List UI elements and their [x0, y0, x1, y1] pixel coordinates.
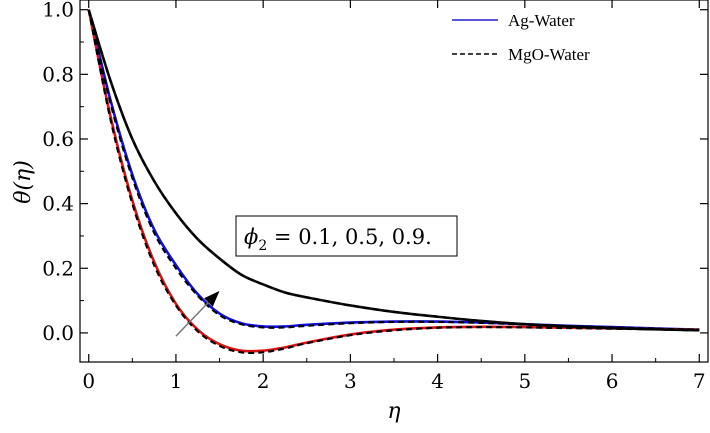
y-tick-label: 0.8: [42, 62, 74, 86]
x-tick-label: 3: [344, 369, 357, 393]
annotation-phi: ϕ: [244, 225, 258, 249]
x-axis-label: η: [387, 399, 400, 424]
x-tick-label: 6: [606, 369, 619, 393]
y-tick-label: 0.0: [42, 321, 74, 345]
annotation-arrow-line: [175, 301, 209, 337]
x-tick-label: 7: [693, 369, 706, 393]
phi2-annotation: ϕ2 = 0.1, 0.5, 0.9.: [175, 215, 458, 337]
x-tick-label: 0: [82, 369, 95, 393]
annotation-subscript: 2: [258, 238, 267, 254]
series-phi2-0-5-mgo-water-line: [87, 9, 700, 355]
y-tick-label: 0.4: [42, 192, 74, 216]
y-tick-label: 0.6: [42, 127, 74, 151]
legend-label-ag-water: Ag-Water: [508, 11, 575, 30]
annotation-arrow-head: [204, 290, 220, 307]
x-tick-label: 5: [518, 369, 531, 393]
series-phi2-0-5-ag-water-line: [87, 9, 700, 353]
annotation-values: = 0.1, 0.5, 0.9.: [267, 225, 432, 249]
series-phi2-0-9-mgo-water-line: [87, 9, 700, 332]
y-tick-label: 0.2: [42, 256, 74, 280]
plot-frame: [79, 0, 709, 363]
y-axis-label: θ(η): [11, 160, 36, 204]
x-tick-label: 1: [170, 369, 183, 393]
axis-ticks: 0 1 2 3 4 5 6 7 0.0 0.2 0.4 0.6 0.8 1.0: [42, 0, 708, 393]
x-tick-label: 4: [431, 369, 444, 393]
plot-curves: [87, 9, 700, 355]
series-phi2-0-9-ag-water-line: [87, 9, 700, 332]
y-tick-label: 1.0: [42, 0, 74, 22]
legend-label-mgo-water: MgO-Water: [508, 45, 590, 64]
series-phi2-0-1-ag-water-line: [87, 9, 700, 331]
annotation-box: [235, 215, 458, 257]
legend: Ag-Water MgO-Water: [452, 11, 590, 64]
annotation-text: ϕ2 = 0.1, 0.5, 0.9.: [244, 225, 432, 254]
series-phi2-0-1-mgo-water-line: [87, 9, 700, 331]
x-tick-label: 2: [257, 369, 270, 393]
